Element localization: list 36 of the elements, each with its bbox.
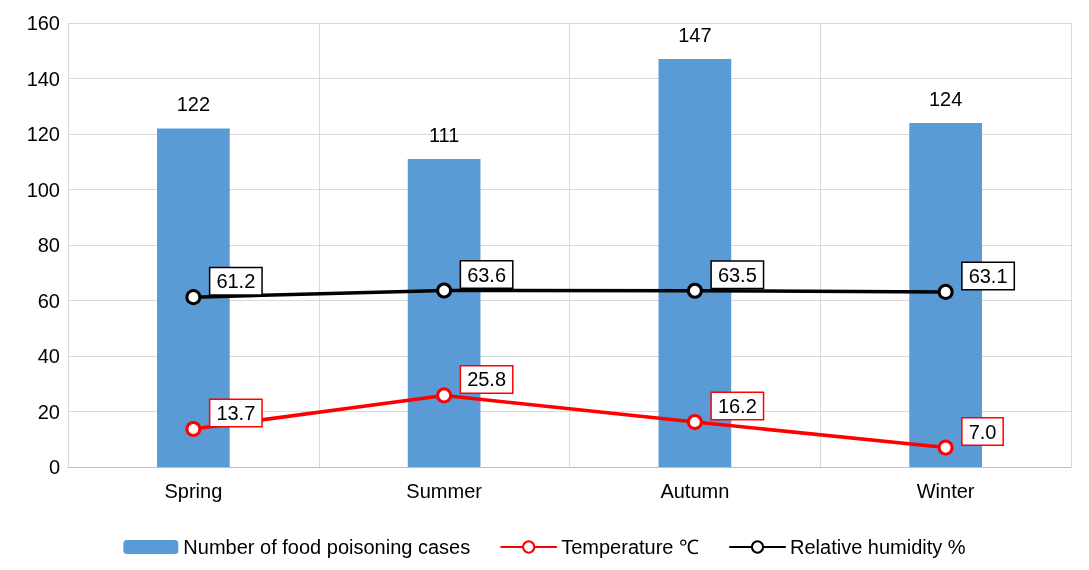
- point: [937, 439, 954, 456]
- data-label: 63.5: [717, 263, 757, 286]
- y-tick-label: 100: [26, 178, 60, 201]
- data-label: 25.8: [467, 368, 507, 391]
- legend-label: Relative humidity %: [790, 536, 966, 558]
- y-tick-label: 160: [26, 12, 60, 34]
- y-tick-label: 60: [37, 289, 60, 312]
- point: [686, 282, 703, 299]
- y-tick-label: 40: [37, 345, 60, 367]
- point: [185, 289, 202, 306]
- x-tick-label: Spring: [164, 480, 223, 502]
- y-tick-label: 0: [48, 456, 60, 478]
- data-label: 13.7: [216, 401, 256, 424]
- legend-label: Number of food poisoning cases: [183, 536, 471, 558]
- data-label: 63.1: [968, 264, 1008, 287]
- data-label: 63.6: [467, 263, 507, 286]
- point: [436, 282, 453, 299]
- point: [686, 414, 703, 431]
- y-tick-label: 80: [37, 234, 60, 256]
- x-tick-label: Winter: [916, 480, 975, 502]
- data-label: 111: [428, 123, 460, 146]
- y-tick-label: 140: [26, 67, 60, 90]
- x-tick-label: Autumn: [660, 480, 730, 502]
- point: [436, 387, 453, 404]
- y-tick-label: 20: [37, 400, 60, 423]
- point: [185, 420, 202, 437]
- data-label: 124: [928, 87, 963, 110]
- data-label: 61.2: [216, 270, 256, 293]
- data-label: 122: [176, 93, 211, 116]
- y-tick-label: 120: [26, 123, 60, 145]
- legend-label: Temperature ℃: [561, 536, 700, 558]
- data-label: 7.0: [968, 420, 997, 443]
- point: [937, 283, 954, 300]
- x-tick-label: Summer: [406, 480, 483, 502]
- data-label: 16.2: [717, 395, 757, 418]
- data-label: 147: [678, 24, 712, 47]
